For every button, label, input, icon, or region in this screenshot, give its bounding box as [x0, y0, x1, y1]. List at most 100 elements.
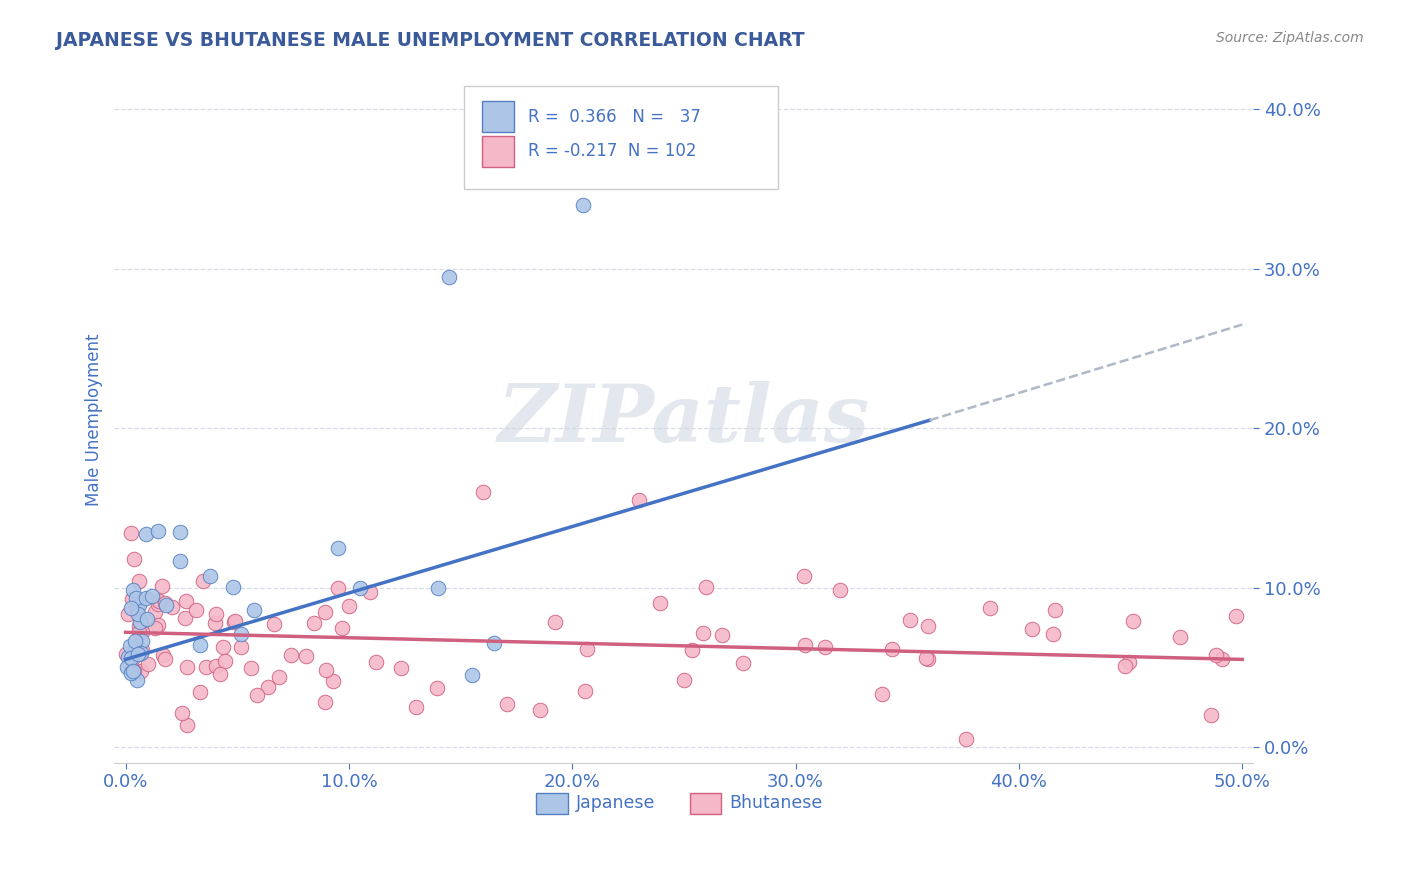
Point: [326, 541, 349, 555]
Point: [1122, 614, 1144, 628]
Point: [544, 615, 567, 630]
Point: [681, 642, 703, 657]
Point: [155, 598, 177, 612]
Point: [146, 598, 169, 612]
Point: [439, 269, 461, 284]
Point: [814, 640, 837, 655]
Point: [118, 640, 141, 654]
Point: [128, 574, 150, 588]
Point: [128, 615, 150, 629]
Point: [882, 642, 904, 657]
Point: [322, 673, 344, 688]
Point: [482, 636, 505, 650]
Y-axis label: Male Unemployment: Male Unemployment: [86, 334, 103, 507]
FancyBboxPatch shape: [482, 136, 515, 167]
Text: Bhutanese: Bhutanese: [730, 795, 823, 813]
Point: [427, 581, 450, 595]
Point: [405, 700, 427, 714]
Point: [711, 627, 734, 641]
Text: ZIPatlas: ZIPatlas: [498, 382, 870, 459]
Point: [204, 659, 226, 673]
Point: [731, 656, 754, 670]
Point: [176, 718, 198, 732]
Point: [224, 614, 246, 628]
Point: [120, 666, 142, 681]
Point: [138, 657, 160, 672]
Point: [672, 673, 695, 688]
Point: [229, 640, 252, 655]
Point: [256, 680, 278, 694]
Point: [222, 580, 245, 594]
Point: [1021, 623, 1043, 637]
Point: [169, 524, 191, 539]
Point: [1042, 627, 1064, 641]
Point: [1205, 648, 1227, 662]
Point: [1118, 655, 1140, 669]
Point: [121, 582, 143, 597]
Point: [389, 661, 412, 675]
Point: [120, 601, 142, 615]
Point: [1168, 630, 1191, 644]
Point: [979, 601, 1001, 615]
Point: [131, 642, 153, 657]
Point: [359, 584, 381, 599]
Text: JAPANESE VS BHUTANESE MALE UNEMPLOYMENT CORRELATION CHART: JAPANESE VS BHUTANESE MALE UNEMPLOYMENT …: [56, 31, 804, 50]
Point: [146, 524, 169, 538]
Point: [198, 569, 221, 583]
Point: [122, 551, 145, 566]
Point: [169, 554, 191, 568]
Point: [1043, 603, 1066, 617]
Point: [188, 685, 211, 699]
Point: [184, 603, 207, 617]
Point: [1225, 609, 1247, 624]
Point: [263, 616, 285, 631]
Point: [205, 607, 228, 621]
Point: [115, 660, 138, 674]
Point: [150, 579, 173, 593]
Point: [122, 664, 145, 678]
Point: [364, 655, 387, 669]
Point: [315, 664, 337, 678]
Point: [461, 668, 484, 682]
Point: [1211, 652, 1233, 666]
Point: [121, 652, 143, 666]
Point: [128, 625, 150, 640]
Point: [125, 673, 148, 687]
Point: [214, 654, 236, 668]
Point: [143, 605, 166, 619]
Point: [124, 633, 146, 648]
Point: [129, 647, 152, 661]
Point: [222, 615, 245, 629]
Point: [917, 619, 939, 633]
Point: [917, 651, 939, 665]
Point: [529, 703, 551, 717]
FancyBboxPatch shape: [689, 792, 721, 814]
Point: [174, 594, 197, 608]
Point: [125, 591, 148, 605]
Text: R = -0.217  N = 102: R = -0.217 N = 102: [527, 142, 696, 160]
Text: Source: ZipAtlas.com: Source: ZipAtlas.com: [1216, 31, 1364, 45]
Point: [426, 681, 449, 696]
Point: [115, 647, 138, 661]
Point: [229, 627, 252, 641]
Point: [326, 581, 349, 595]
Point: [120, 526, 142, 541]
Point: [128, 598, 150, 612]
Point: [143, 621, 166, 635]
Point: [900, 613, 922, 627]
Point: [152, 648, 174, 663]
Point: [872, 687, 894, 701]
Point: [174, 611, 197, 625]
Point: [302, 615, 325, 630]
Point: [176, 660, 198, 674]
Point: [121, 592, 143, 607]
Point: [269, 670, 291, 684]
Point: [127, 647, 149, 661]
Point: [695, 580, 717, 594]
Point: [117, 650, 139, 665]
Point: [496, 697, 519, 711]
Point: [314, 695, 336, 709]
Point: [246, 688, 269, 702]
Point: [124, 664, 146, 678]
Point: [129, 664, 152, 678]
